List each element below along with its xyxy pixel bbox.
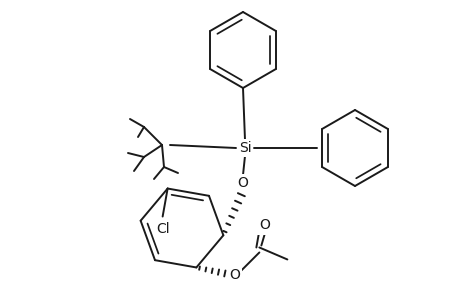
Text: O: O <box>237 176 248 190</box>
Text: O: O <box>258 218 269 233</box>
Text: Cl: Cl <box>156 221 169 236</box>
Text: Si: Si <box>238 141 251 155</box>
Text: O: O <box>229 268 239 283</box>
